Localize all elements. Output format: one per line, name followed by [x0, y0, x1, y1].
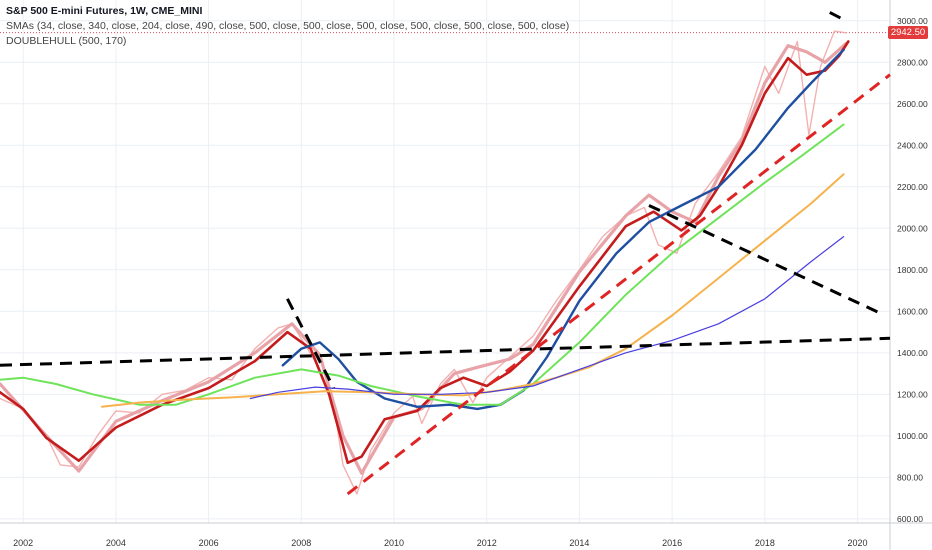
y-tick-label: 1400.00	[897, 348, 928, 358]
y-tick-label: 2000.00	[897, 223, 928, 233]
x-tick-label: 2014	[569, 538, 589, 548]
last-price-label: 2942.50	[888, 25, 928, 39]
chart-legend: S&P 500 E-mini Futures, 1W, CME_MINI SMA…	[6, 4, 569, 49]
x-tick-label: 2020	[848, 538, 868, 548]
y-tick-label: 800.00	[897, 472, 923, 482]
black-trendline	[829, 11, 847, 23]
black-trendline	[648, 204, 882, 315]
y-tick-label: 2800.00	[897, 57, 928, 67]
sma-purple-line	[249, 236, 845, 400]
y-tick-label: 1000.00	[897, 431, 928, 441]
red-trendline	[346, 73, 891, 496]
price-line	[0, 30, 847, 495]
y-tick-label: 2200.00	[897, 182, 928, 192]
y-tick-label: 1200.00	[897, 389, 928, 399]
x-tick-label: 2006	[199, 538, 219, 548]
y-tick-label: 1800.00	[897, 265, 928, 275]
chart-title[interactable]: S&P 500 E-mini Futures, 1W, CME_MINI	[6, 5, 203, 17]
y-tick-label: 1600.00	[897, 306, 928, 316]
x-tick-label: 2018	[755, 538, 775, 548]
sma-orange-line	[101, 173, 845, 408]
x-tick-label: 2008	[291, 538, 311, 548]
sma-green-line	[0, 123, 845, 406]
smas-legend[interactable]: SMAs (34, close, 340, close, 204, close,…	[6, 20, 570, 32]
doublehull-legend[interactable]: DOUBLEHULL (500, 170)	[6, 35, 127, 47]
y-tick-label: 2600.00	[897, 99, 928, 109]
x-tick-label: 2004	[106, 538, 126, 548]
y-tick-label: 2400.00	[897, 140, 928, 150]
black-trendline	[0, 336, 891, 367]
y-tick-label: 600.00	[897, 514, 923, 524]
x-tick-label: 2012	[477, 538, 497, 548]
x-tick-label: 2010	[384, 538, 404, 548]
y-tick-label: 3000.00	[897, 16, 928, 26]
black-trendline	[286, 298, 336, 389]
hull-pink-line	[0, 41, 848, 475]
x-tick-label: 2002	[13, 538, 33, 548]
x-tick-label: 2016	[662, 538, 682, 548]
hull-red-line	[0, 40, 850, 465]
